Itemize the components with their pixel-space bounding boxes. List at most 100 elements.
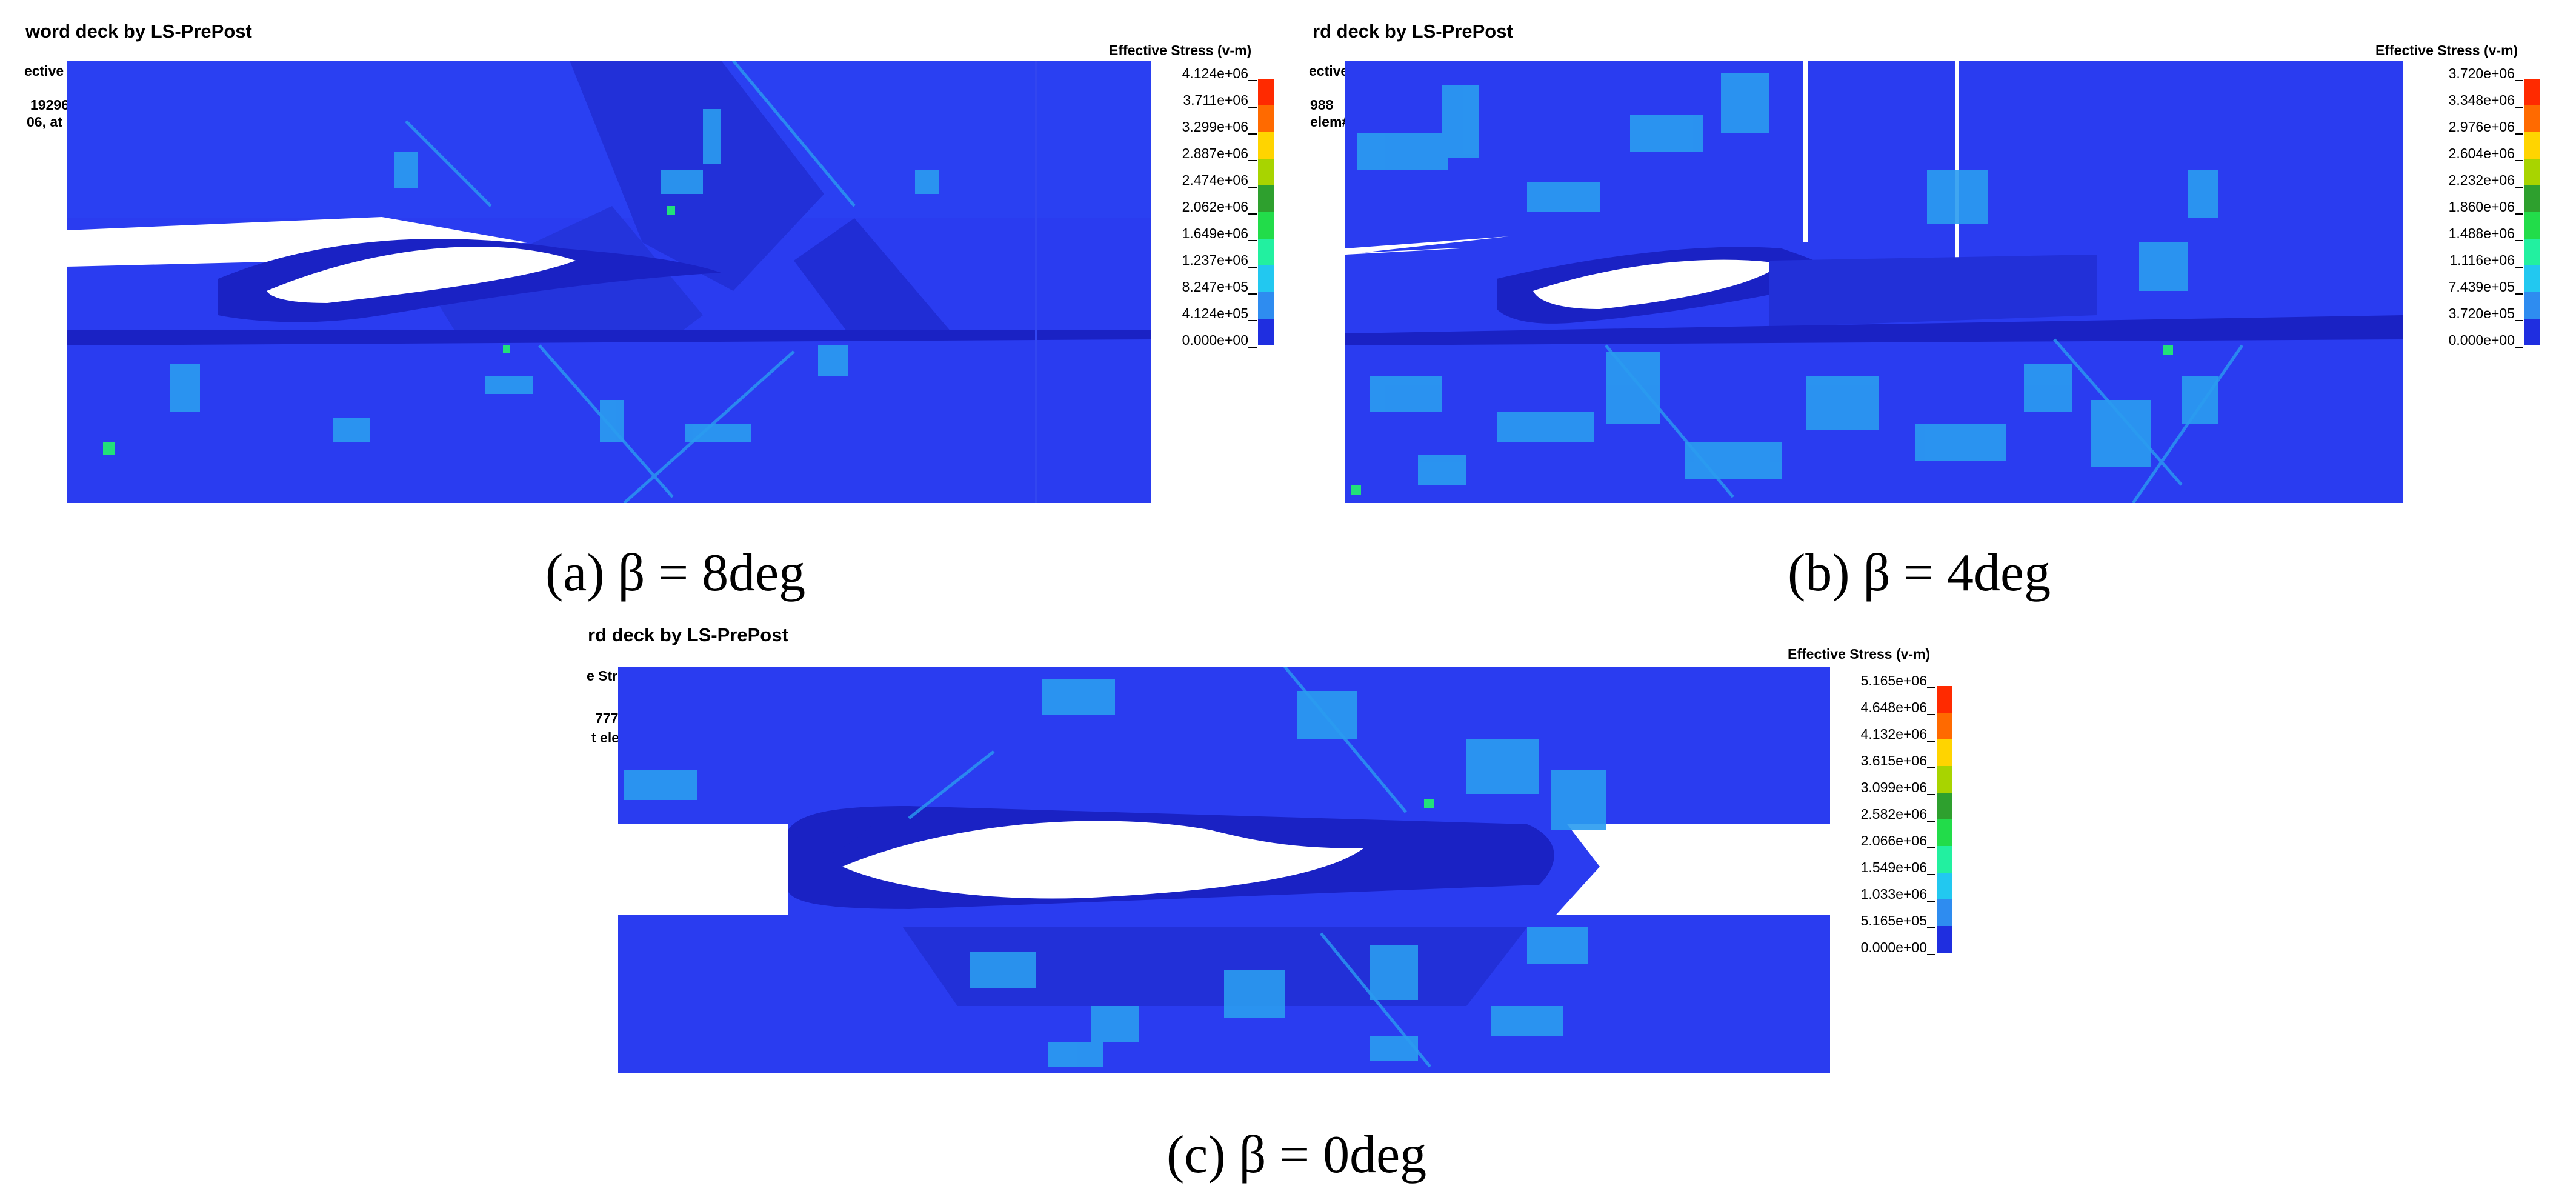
legend-value-text: 1.860e+06	[2448, 199, 2515, 215]
legend-color-swatch	[2524, 239, 2540, 265]
legend-tick	[1927, 821, 1935, 822]
legend-title: Effective Stress (v-m)	[1788, 646, 1931, 662]
legend-value-text: 1.033e+06	[1860, 886, 1927, 902]
legend-value: 1.649e+06	[1109, 225, 1273, 252]
panel-title: rd deck by LS-PrePost	[1313, 21, 1513, 42]
legend-color-swatch	[1937, 873, 1952, 899]
legend-value-text: 7.439e+05	[2448, 279, 2515, 295]
legend-value-text: 2.232e+06	[2448, 172, 2515, 188]
legend-value: 2.604e+06	[2375, 145, 2539, 172]
legend-value: 7.439e+05	[2375, 279, 2539, 305]
legend-tick	[1248, 133, 1257, 135]
legend-value-text: 4.648e+06	[1860, 699, 1927, 715]
legend-color-swatch	[2524, 292, 2540, 319]
legend-value-text: 2.474e+06	[1182, 172, 1248, 188]
legend-tick	[1927, 767, 1935, 768]
legend-tick	[2515, 160, 2523, 161]
legend-color-swatch	[2524, 212, 2540, 239]
caption-c: (c) β = 0deg	[1167, 1125, 1427, 1184]
legend-tick	[1248, 293, 1257, 295]
legend-tick	[1927, 874, 1935, 875]
legend-value-text: 4.124e+06	[1182, 65, 1248, 81]
legend-color-swatch	[1937, 846, 1952, 873]
legend-value: 1.033e+06	[1788, 886, 1951, 913]
legend-color-swatch	[2524, 105, 2540, 132]
info-line: 988	[1310, 97, 1334, 113]
legend-value-text: 4.124e+05	[1182, 305, 1248, 321]
legend-value: 2.062e+06	[1109, 199, 1273, 225]
legend-value-text: 3.099e+06	[1860, 779, 1927, 795]
legend-title: Effective Stress (v-m)	[1109, 42, 1252, 58]
legend-value: 2.582e+06	[1788, 806, 1951, 833]
legend-value-text: 1.237e+06	[1182, 252, 1248, 268]
legend-value: 0.000e+00	[2375, 332, 2539, 359]
legend-color-swatch	[1258, 212, 1274, 239]
legend-value: 1.116e+06	[2375, 252, 2539, 279]
caption-b: (b) β = 4deg	[1788, 544, 2051, 602]
legend-value-text: 3.299e+06	[1182, 119, 1248, 135]
legend-value: 3.720e+06	[2375, 65, 2539, 92]
legend-value: 4.124e+06	[1109, 65, 1273, 92]
legend-color-swatch	[2524, 132, 2540, 159]
panel-title: rd deck by LS-PrePost	[588, 624, 788, 645]
legend-color-swatch	[1258, 319, 1274, 345]
legend-tick	[1927, 847, 1935, 848]
legend-value: 4.648e+06	[1788, 699, 1951, 726]
legend-tick	[2515, 293, 2523, 295]
legend-tick	[1927, 954, 1935, 955]
legend-tick	[2515, 347, 2523, 348]
legend-tick	[1248, 107, 1257, 108]
legend-value: 3.720e+05	[2375, 305, 2539, 332]
legend-color-swatch	[1937, 926, 1952, 953]
legend-value: 2.232e+06	[2375, 172, 2539, 199]
legend-value-text: 3.711e+06	[1183, 92, 1248, 108]
legend-value-text: 3.720e+05	[2448, 305, 2515, 321]
legend-tick	[2515, 213, 2523, 215]
legend-tick	[1248, 320, 1257, 321]
legend-value-text: 3.720e+06	[2448, 65, 2515, 81]
legend-value: 5.165e+06	[1788, 673, 1951, 699]
legend-value-text: 4.132e+06	[1860, 726, 1927, 742]
panel-c: rd deck by LS-PrePost e Stress (v-m) 777…	[0, 606, 2576, 1200]
legend-tick	[1248, 213, 1257, 215]
legend-value: 2.474e+06	[1109, 172, 1273, 199]
legend-color-swatch	[1937, 766, 1952, 793]
legend-tick	[2515, 320, 2523, 321]
legend-color-swatch	[1258, 265, 1274, 292]
legend-tick	[1248, 267, 1257, 268]
legend-value-text: 2.887e+06	[1182, 145, 1248, 161]
legend-colorbar	[1937, 686, 1952, 953]
legend-color-swatch	[1937, 819, 1952, 846]
legend-value: 0.000e+00	[1788, 939, 1951, 966]
legend-color-swatch	[2524, 79, 2540, 105]
legend-value: 1.488e+06	[2375, 225, 2539, 252]
legend-value: 2.976e+06	[2375, 119, 2539, 145]
legend-tick	[1927, 927, 1935, 928]
legend-value: 1.549e+06	[1788, 859, 1951, 886]
legend-colorbar	[2524, 79, 2540, 345]
legend-value: 4.124e+05	[1109, 305, 1273, 332]
legend-value-text: 1.649e+06	[1182, 225, 1248, 241]
legend-color-swatch	[1258, 239, 1274, 265]
legend-tick	[1248, 240, 1257, 241]
legend-value: 3.711e+06	[1109, 92, 1273, 119]
panel-title: word deck by LS-PrePost	[25, 21, 252, 42]
legend-value: 3.615e+06	[1788, 753, 1951, 779]
legend-tick	[1248, 347, 1257, 348]
stress-contour-field	[618, 667, 1830, 1073]
legend-color-swatch	[1258, 159, 1274, 185]
legend-tick	[2515, 187, 2523, 188]
stress-contour-field	[1345, 61, 2403, 503]
legend-color-swatch	[1258, 79, 1274, 105]
legend-value: 3.099e+06	[1788, 779, 1951, 806]
legend-tick	[2515, 240, 2523, 241]
legend-value-text: 1.116e+06	[2449, 252, 2515, 268]
panel-b: rd deck by LS-PrePost ective Stress (v-m…	[1303, 0, 2576, 602]
legend-value: 3.348e+06	[2375, 92, 2539, 119]
legend-value-text: 5.165e+06	[1860, 673, 1927, 688]
legend-value: 2.066e+06	[1788, 833, 1951, 859]
legend-color-swatch	[1937, 899, 1952, 926]
legend-color-swatch	[1937, 686, 1952, 713]
legend-color-swatch	[2524, 159, 2540, 185]
legend-tick	[1248, 160, 1257, 161]
